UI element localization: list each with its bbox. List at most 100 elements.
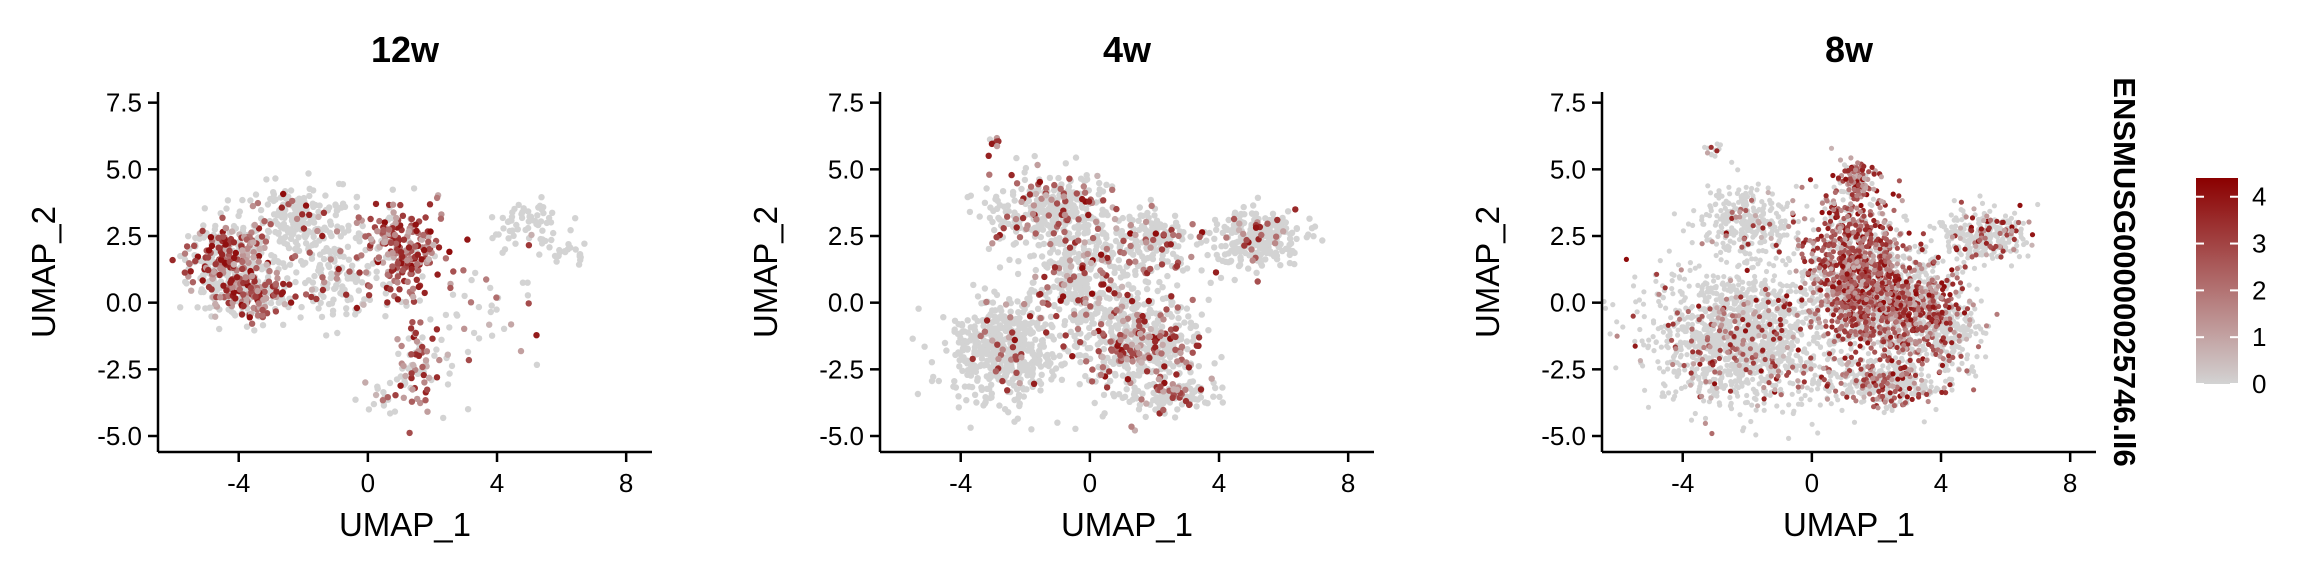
cell-point bbox=[1753, 432, 1759, 438]
cell-point bbox=[1684, 352, 1690, 358]
cell-point bbox=[296, 196, 304, 203]
cell-point bbox=[293, 269, 300, 276]
cell-point-expressed bbox=[1061, 228, 1068, 236]
cell-point bbox=[343, 310, 350, 318]
cell-point bbox=[909, 335, 916, 342]
cell-point bbox=[475, 303, 483, 311]
cell-point-expressed bbox=[397, 382, 404, 389]
cell-point bbox=[509, 209, 516, 216]
cell-point bbox=[1722, 368, 1728, 374]
cell-point bbox=[386, 410, 394, 417]
cell-point-expressed bbox=[191, 242, 198, 249]
cell-point-expressed bbox=[425, 374, 433, 381]
cell-point-expressed bbox=[1013, 369, 1020, 376]
cell-point bbox=[264, 201, 272, 208]
cell-point bbox=[1070, 204, 1078, 211]
cell-point bbox=[1080, 246, 1088, 253]
cell-point bbox=[1637, 326, 1643, 333]
cell-point bbox=[1794, 337, 1800, 343]
cell-point-expressed bbox=[267, 221, 274, 228]
cell-point bbox=[1664, 360, 1671, 366]
cell-point-expressed bbox=[1016, 380, 1023, 387]
cell-point bbox=[1663, 305, 1669, 311]
cell-point-expressed bbox=[1128, 297, 1136, 305]
cell-point bbox=[321, 224, 328, 231]
cell-point-expressed bbox=[1104, 254, 1111, 262]
cell-point-expressed bbox=[199, 227, 206, 235]
cell-point bbox=[1291, 260, 1298, 268]
cell-point bbox=[1666, 390, 1672, 396]
cell-point bbox=[1216, 393, 1223, 401]
cell-point bbox=[1721, 282, 1727, 288]
cell-point bbox=[1130, 285, 1137, 292]
cell-point bbox=[1004, 202, 1012, 209]
cell-point-expressed bbox=[1138, 396, 1145, 403]
cell-point bbox=[1106, 318, 1113, 326]
cell-point bbox=[287, 187, 295, 194]
cell-point-expressed bbox=[423, 348, 431, 355]
cell-point-expressed bbox=[389, 201, 397, 208]
cell-point bbox=[1020, 386, 1027, 393]
cell-point bbox=[961, 328, 968, 335]
cell-point-expressed bbox=[1012, 215, 1020, 223]
cell-point bbox=[524, 279, 531, 286]
cell-point bbox=[1171, 351, 1179, 358]
cell-point bbox=[1771, 273, 1778, 279]
cell-point bbox=[1287, 231, 1294, 238]
cell-point bbox=[1049, 351, 1056, 358]
cell-point bbox=[1293, 225, 1301, 232]
cell-point bbox=[1126, 398, 1133, 405]
cell-point bbox=[989, 328, 997, 335]
cell-point bbox=[1658, 324, 1664, 330]
cell-point-expressed bbox=[1188, 253, 1195, 261]
cell-point-expressed bbox=[1050, 268, 1058, 276]
cell-point bbox=[1056, 352, 1063, 359]
cell-point bbox=[1641, 289, 1647, 295]
cell-point bbox=[1789, 358, 1795, 364]
cell-point bbox=[1614, 319, 1620, 325]
cell-point bbox=[1675, 332, 1681, 338]
cell-point bbox=[349, 262, 356, 269]
cell-point bbox=[1143, 285, 1151, 293]
cell-point bbox=[1174, 223, 1181, 230]
cell-point bbox=[1002, 358, 1010, 365]
y-ticks: 7.55.02.50.0-2.5-5.0 bbox=[97, 88, 158, 451]
cell-point-expressed bbox=[1107, 277, 1114, 284]
cell-point-expressed bbox=[1097, 321, 1105, 328]
y-tick-label: 5.0 bbox=[106, 154, 142, 184]
cell-point-expressed bbox=[210, 268, 218, 276]
cell-point-expressed bbox=[1241, 242, 1248, 249]
cell-point bbox=[1620, 324, 1626, 330]
cell-point bbox=[340, 253, 347, 260]
cell-point bbox=[1815, 430, 1821, 436]
cell-point bbox=[141, 249, 147, 255]
cell-point bbox=[976, 213, 983, 220]
cell-point-expressed bbox=[1069, 353, 1076, 360]
cell-point bbox=[339, 181, 347, 188]
cell-point bbox=[1051, 301, 1058, 309]
cell-point bbox=[1212, 384, 1219, 392]
cell-point bbox=[1082, 352, 1089, 359]
cell-point-expressed bbox=[1048, 196, 1055, 203]
cell-point bbox=[1613, 365, 1619, 371]
cell-point-expressed bbox=[353, 304, 361, 312]
cell-point bbox=[1789, 391, 1795, 397]
cell-point bbox=[334, 223, 341, 230]
cell-point-expressed bbox=[1067, 276, 1074, 284]
cell-point bbox=[1743, 250, 1749, 256]
cell-point bbox=[1687, 260, 1693, 266]
cell-point-expressed bbox=[239, 265, 246, 273]
cell-point bbox=[1187, 233, 1194, 240]
cell-point bbox=[317, 299, 324, 306]
cell-point-expressed bbox=[1066, 175, 1073, 182]
cell-point bbox=[380, 402, 388, 409]
cell-point-expressed bbox=[1030, 202, 1038, 209]
cell-point bbox=[518, 214, 526, 222]
y-tick-label: -5.0 bbox=[97, 421, 142, 451]
cell-point-expressed bbox=[1161, 363, 1168, 370]
cell-point bbox=[1684, 342, 1690, 348]
cell-point-expressed bbox=[222, 241, 229, 248]
cell-point-expressed bbox=[1100, 197, 1107, 204]
cell-point bbox=[996, 202, 1004, 209]
cell-point bbox=[522, 226, 529, 234]
